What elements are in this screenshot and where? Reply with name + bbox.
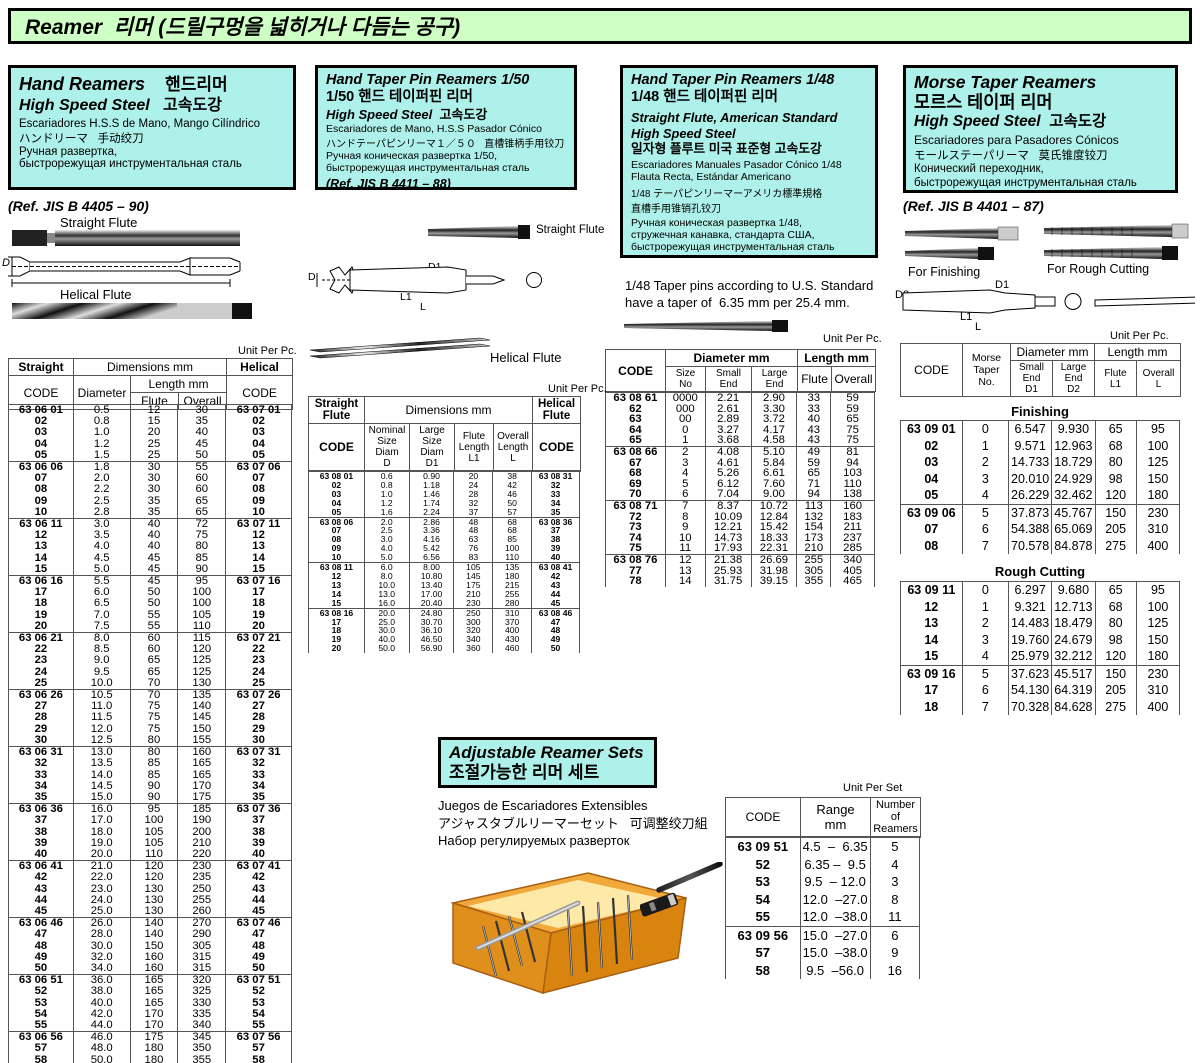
svg-text:D1: D1 xyxy=(995,279,1009,291)
svg-text:L1: L1 xyxy=(960,311,972,323)
svg-text:L: L xyxy=(420,301,426,313)
svg-text:D: D xyxy=(308,271,316,283)
svg-text:D: D xyxy=(2,257,10,269)
svg-text:L: L xyxy=(975,321,981,333)
svg-text:L: L xyxy=(115,277,121,287)
svg-text:L1: L1 xyxy=(400,291,412,303)
